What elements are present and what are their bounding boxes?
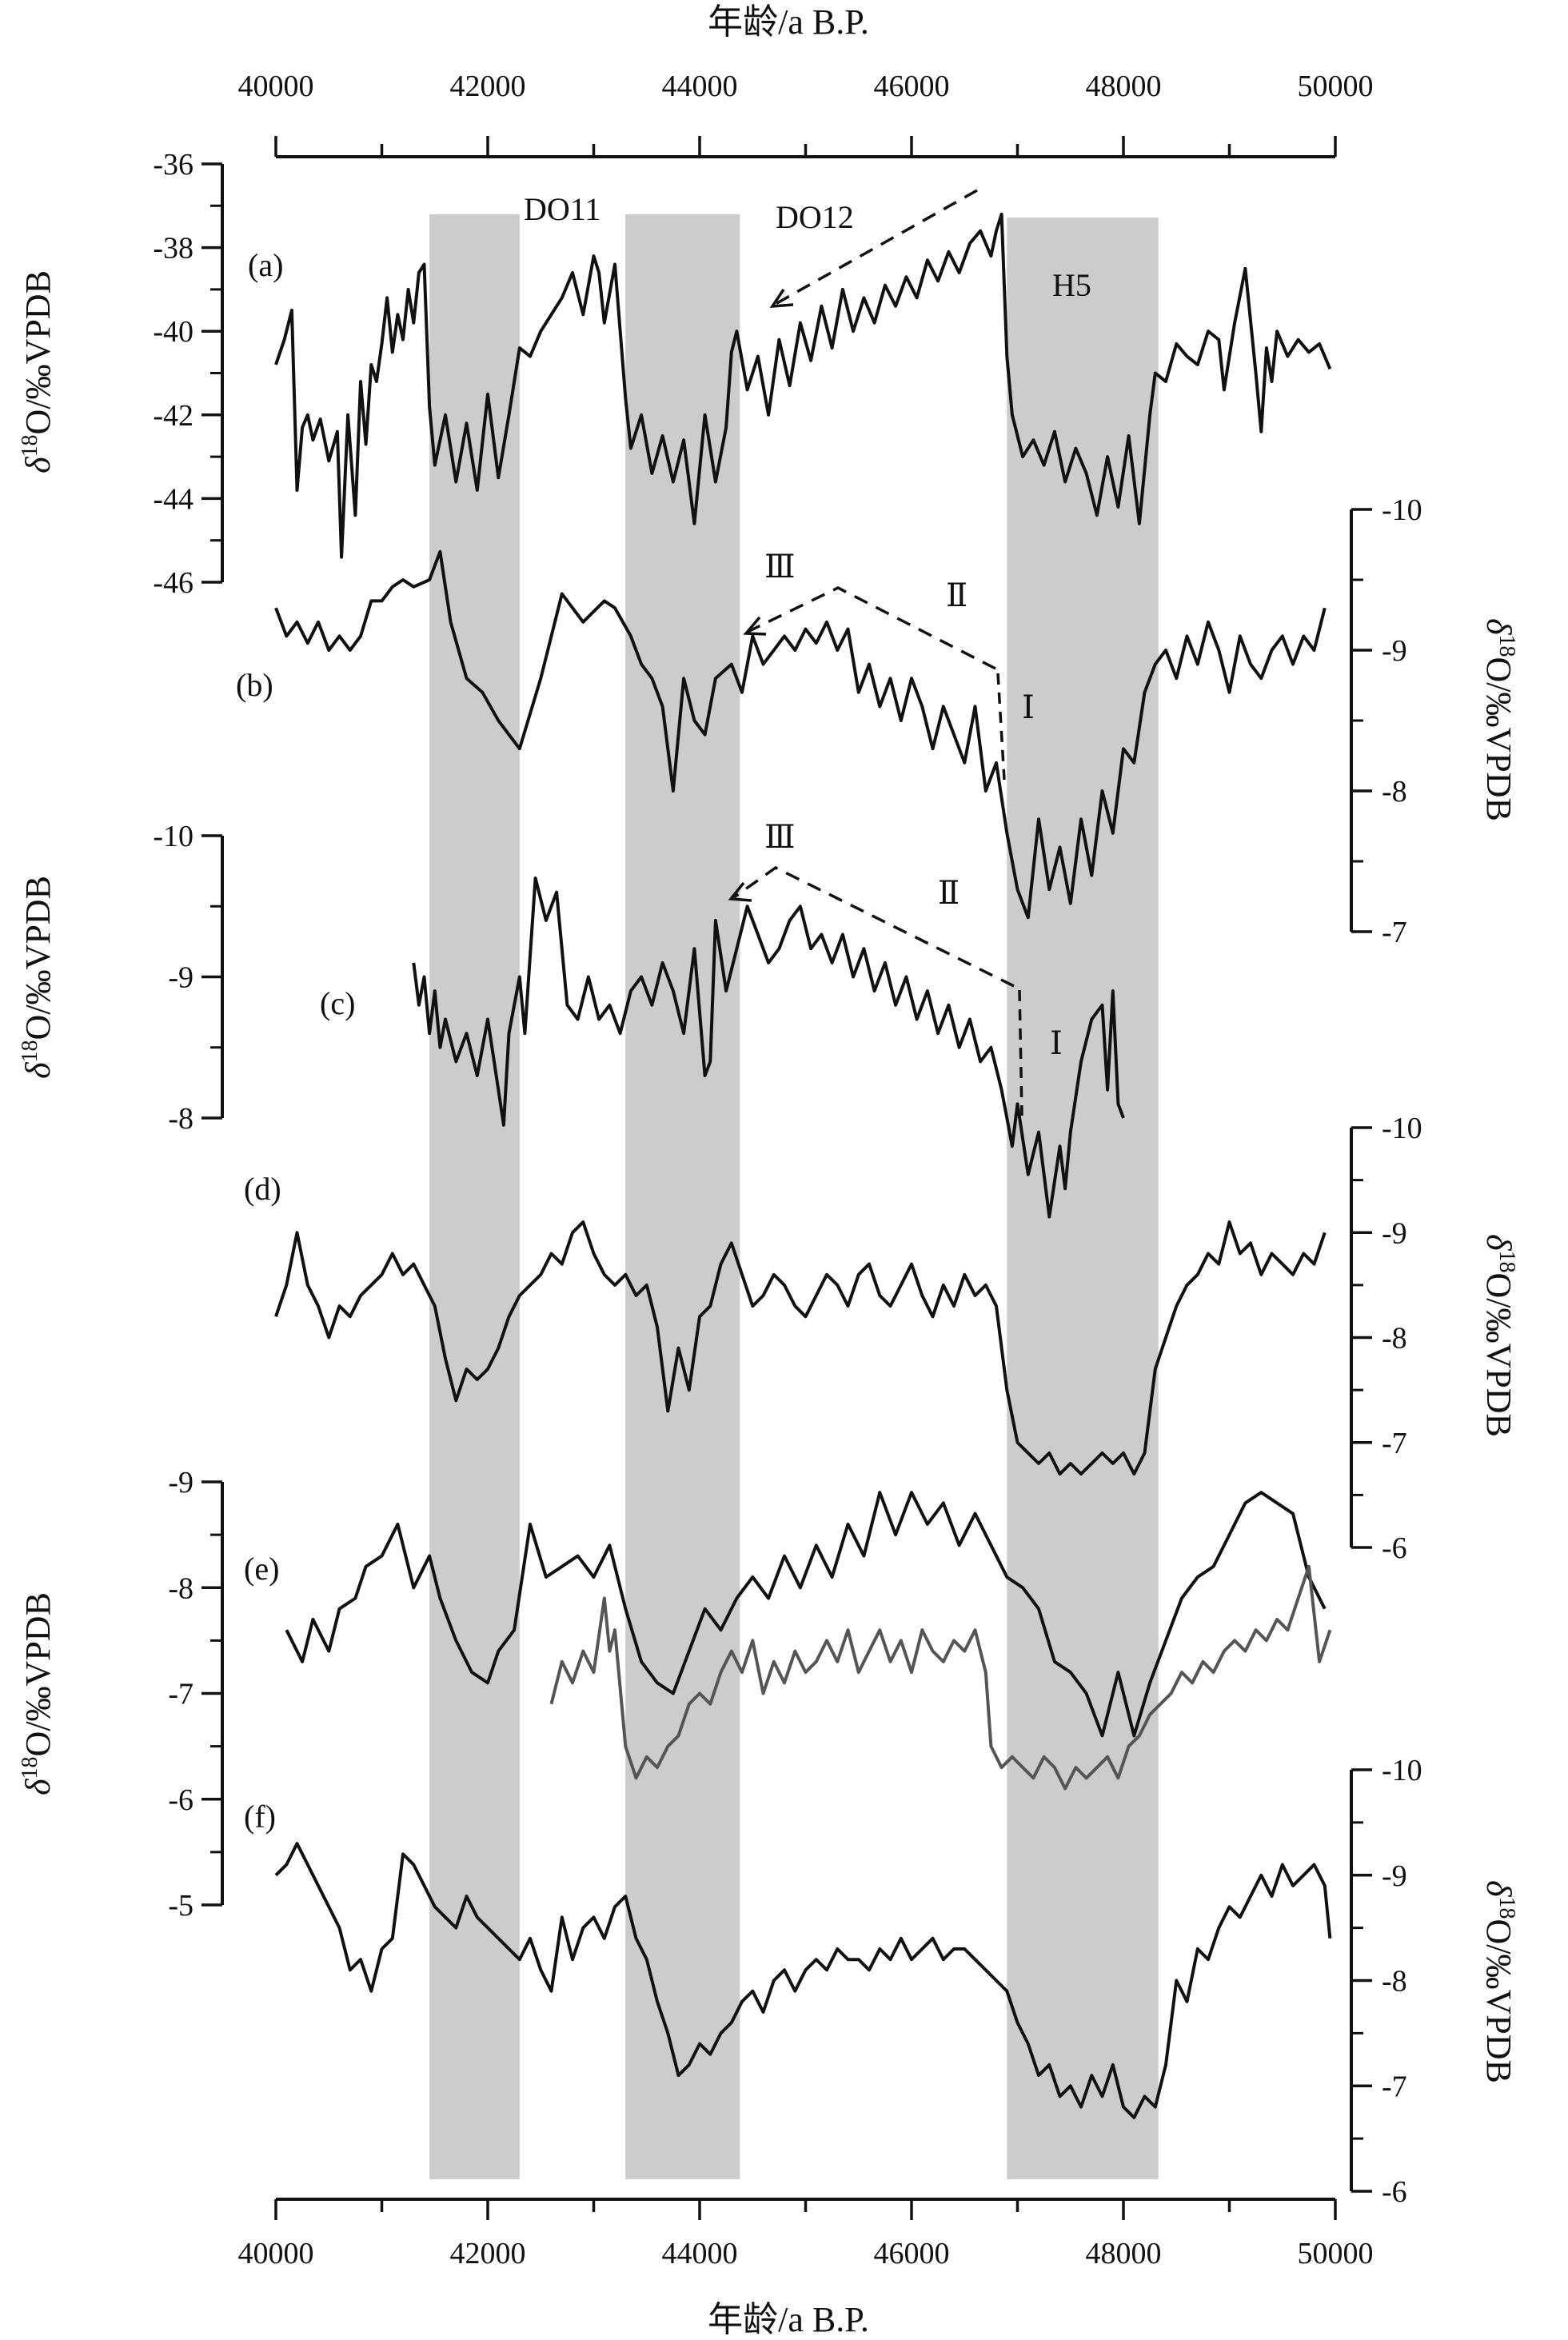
x-tick-label-top: 42000 [450, 70, 526, 103]
y-tick-label-panel-4: -7 [1382, 1427, 1407, 1460]
x-tick-label-top: 44000 [662, 70, 738, 103]
series-line-panel-4-1 [274, 1220, 1327, 1476]
annotation-roman-1-c: Ⅰ [1050, 1025, 1063, 1061]
x-tick-label-top: 48000 [1086, 70, 1162, 103]
panel-label-2: (b) [236, 667, 273, 703]
y-tick-label-panel-2: -8 [1382, 775, 1407, 809]
y-tick-label-panel-4: -10 [1382, 1112, 1422, 1145]
series-line-panel-6-1 [274, 1842, 1332, 2119]
y-tick-label-panel-1: -36 [153, 148, 194, 182]
y-axis-title-panel-1: δ18O/‰VPDB [18, 270, 58, 473]
y-tick-label-panel-3: -8 [168, 1102, 194, 1136]
y-tick-label-panel-5: -5 [168, 1889, 194, 1923]
axis-titles: 年龄/a B.P. 年龄/a B.P. [708, 2, 869, 2339]
y-tick-label-panel-2: -7 [1382, 916, 1407, 949]
y-axis-title-panel-3: δ18O/‰VPDB [18, 876, 58, 1079]
x-tick-label-bottom: 46000 [874, 2237, 950, 2270]
y-tick-label-panel-6: -6 [1382, 2175, 1407, 2209]
series-line-panel-2-1 [274, 549, 1327, 920]
y-tick-label-panel-6: -8 [1382, 1965, 1407, 1999]
roman-dash-b [747, 586, 996, 670]
annotation-roman-1-b: Ⅰ [1022, 689, 1035, 725]
panel-label-6: (f) [244, 1799, 276, 1835]
annotation-roman-2-b: Ⅱ [946, 577, 968, 613]
y-tick-label-panel-5: -6 [168, 1783, 194, 1817]
do12-arrow-line [775, 189, 978, 305]
annotation-roman-3-b: Ⅲ [764, 549, 796, 585]
y-axis-title-panel-5: δ18O/‰VPDB [18, 1592, 58, 1795]
annotation-roman-3-c: Ⅲ [764, 819, 796, 855]
y-tick-label-panel-1: -40 [153, 315, 194, 349]
x-tick-label-top: 40000 [238, 70, 314, 103]
y-tick-label-panel-3: -10 [153, 820, 194, 853]
y-tick-label-panel-5: -9 [168, 1466, 194, 1499]
y-tick-label-panel-5: -7 [168, 1678, 194, 1711]
y-tick-label-panel-1: -42 [153, 399, 194, 433]
annotation-roman-2-c: Ⅱ [938, 875, 960, 911]
series-line-panel-3-1 [412, 877, 1125, 1219]
y-tick-label-panel-6: -9 [1382, 1859, 1407, 1893]
y-axis-title-panel-4: δ18O/‰VPDB [1479, 1234, 1519, 1437]
y-tick-label-panel-1: -46 [153, 566, 194, 600]
roman-dash-c [732, 865, 1015, 988]
x-tick-label-bottom: 44000 [662, 2237, 738, 2270]
y-tick-label-panel-4: -6 [1382, 1531, 1407, 1565]
y-tick-label-panel-2: -9 [1382, 634, 1407, 668]
roman-arrowhead-b [743, 616, 767, 636]
shaded-bands [429, 214, 1159, 2179]
x-tick-label-top: 50000 [1298, 70, 1374, 103]
y-tick-label-panel-4: -8 [1382, 1322, 1407, 1356]
x-tick-label-bottom: 50000 [1298, 2237, 1374, 2270]
y-axis-title-panel-2: δ18O/‰VPDB [1479, 618, 1519, 821]
y-tick-label-panel-5: -8 [168, 1571, 194, 1605]
y-tick-label-panel-2: -10 [1382, 493, 1422, 527]
shaded-band-1 [429, 214, 520, 2179]
series-line-panel-5-1 [285, 1491, 1327, 1738]
roman-arrowhead-c [728, 881, 752, 902]
panel-label-1: (a) [248, 247, 283, 283]
x-axis-title-bottom: 年龄/a B.P. [708, 2300, 869, 2339]
x-axis-title-top: 年龄/a B.P. [708, 2, 869, 42]
series-line-panel-5-2 [549, 1564, 1332, 1791]
x-tick-label-bottom: 40000 [238, 2237, 314, 2270]
y-tick-label-panel-4: -9 [1382, 1216, 1407, 1250]
roman-vertical-dash-c [1018, 989, 1023, 1116]
y-tick-label-panel-1: -44 [153, 482, 194, 516]
y-tick-label-panel-6: -10 [1382, 1754, 1422, 1787]
annotation-do12: DO12 [776, 199, 854, 235]
x-tick-label-bottom: 48000 [1086, 2237, 1162, 2270]
annotation-do11: DO11 [524, 191, 600, 227]
y-tick-label-panel-1: -38 [153, 232, 194, 266]
shaded-band-3 [1007, 218, 1159, 2179]
axes: 40000 42000 44000 46000 48000 50000 40000 42000… [18, 70, 1519, 2270]
y-axis-title-panel-6: δ18O/‰VPDB [1479, 1880, 1519, 2083]
do12-arrowhead [769, 289, 794, 309]
annotation-h5: H5 [1052, 267, 1091, 303]
series-lines [274, 212, 1332, 2119]
panel-label-5: (e) [244, 1551, 279, 1587]
shaded-band-2 [625, 214, 740, 2179]
panel-label-4: (d) [244, 1171, 281, 1207]
roman-vertical-dash-b [996, 673, 1006, 781]
series-line-panel-1-1 [274, 212, 1332, 559]
annotations: DO11 DO12 H5 Ⅲ Ⅱ Ⅰ Ⅲ Ⅱ Ⅰ [524, 189, 1091, 1116]
y-tick-label-panel-6: -7 [1382, 2070, 1407, 2103]
panel-label-3: (c) [320, 985, 355, 1021]
x-tick-label-bottom: 42000 [450, 2237, 526, 2270]
x-tick-label-top: 46000 [874, 70, 950, 103]
y-tick-label-panel-3: -9 [168, 961, 194, 995]
